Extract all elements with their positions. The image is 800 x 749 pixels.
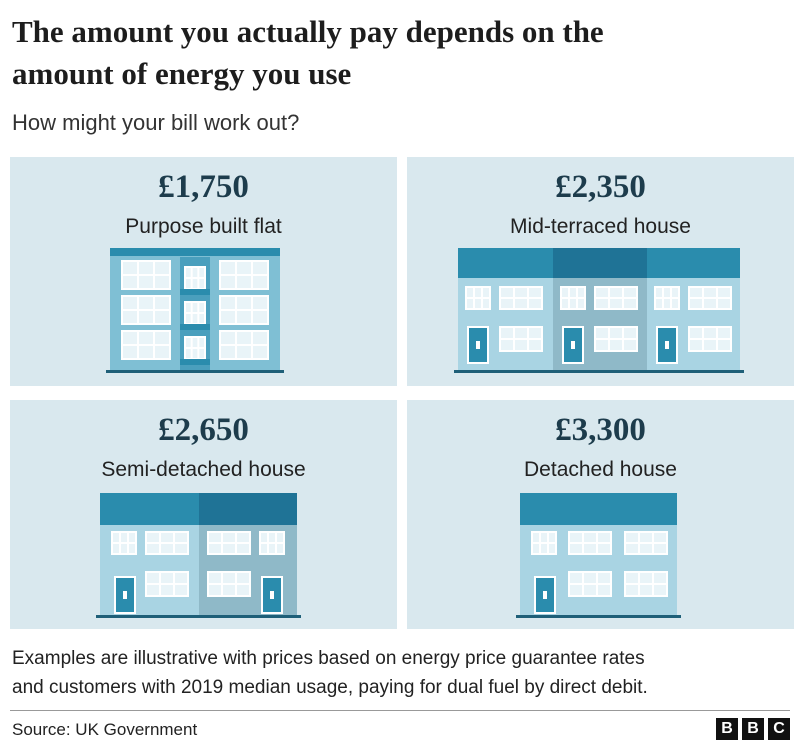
window-bar [655, 297, 679, 299]
window-bar [122, 309, 170, 311]
divider [10, 710, 790, 711]
card: £1,750 Purpose built flat [10, 157, 397, 386]
window-bar [595, 338, 637, 340]
window-bar [146, 542, 188, 544]
house-type: Mid-terraced house [510, 215, 691, 238]
window-bar [595, 297, 637, 299]
title-line: The amount you actually pay depends on t… [12, 14, 604, 49]
window-bar [689, 297, 731, 299]
window-bar [208, 542, 250, 544]
window-bar [500, 297, 542, 299]
roof [553, 248, 647, 278]
window-bar [220, 344, 268, 346]
ground [106, 370, 284, 373]
window-bar [569, 583, 611, 585]
door-handle [270, 591, 274, 599]
price: £3,300 [555, 412, 646, 448]
price: £2,650 [158, 412, 249, 448]
window-bar [689, 338, 731, 340]
window-bar [112, 542, 136, 544]
window-bar [561, 297, 585, 299]
source: Source: UK Government [12, 720, 198, 739]
roof [199, 493, 297, 525]
window-bar [220, 274, 268, 276]
window-bar [625, 542, 667, 544]
ground [454, 370, 744, 373]
window-bar [146, 583, 188, 585]
door-handle [476, 341, 480, 349]
door-handle [571, 341, 575, 349]
building [96, 493, 301, 618]
window-bar [532, 542, 556, 544]
window-bar [185, 312, 205, 314]
note-line: Examples are illustrative with prices ba… [12, 648, 645, 669]
window-bar [122, 274, 170, 276]
ground [96, 615, 301, 618]
house-type: Purpose built flat [125, 215, 282, 238]
house-type: Semi-detached house [101, 458, 306, 481]
window-bar [185, 347, 205, 349]
price: £2,350 [555, 169, 646, 205]
house-type: Detached house [524, 458, 677, 481]
window-bar [625, 583, 667, 585]
window-bar [569, 542, 611, 544]
window-bar [466, 297, 490, 299]
building [106, 248, 284, 373]
window-bar [208, 583, 250, 585]
title-line: amount of energy you use [12, 56, 352, 91]
card: £2,650 Semi-detached house [10, 400, 397, 629]
balcony [180, 289, 210, 295]
subtitle: How might your bill work out? [12, 110, 300, 135]
roof [110, 248, 280, 256]
building [516, 493, 681, 618]
window-bar [220, 309, 268, 311]
window-bar [185, 277, 205, 279]
logo-letter: B [742, 718, 764, 740]
window-bar [122, 344, 170, 346]
building [454, 248, 744, 373]
ground [516, 615, 681, 618]
note-line: and customers with 2019 median usage, pa… [12, 677, 648, 698]
window-bar [500, 338, 542, 340]
logo-letter: B [716, 718, 738, 740]
door-handle [543, 591, 547, 599]
roof [100, 493, 199, 525]
card: £3,300 Detached house [407, 400, 794, 629]
balcony [180, 324, 210, 330]
logo-letter: C [768, 718, 790, 740]
window-bar [260, 542, 284, 544]
roof [520, 493, 677, 525]
door-handle [665, 341, 669, 349]
card: £2,350 Mid-terraced house [407, 157, 794, 386]
door-handle [123, 591, 127, 599]
price: £1,750 [158, 169, 249, 205]
balcony [180, 359, 210, 365]
